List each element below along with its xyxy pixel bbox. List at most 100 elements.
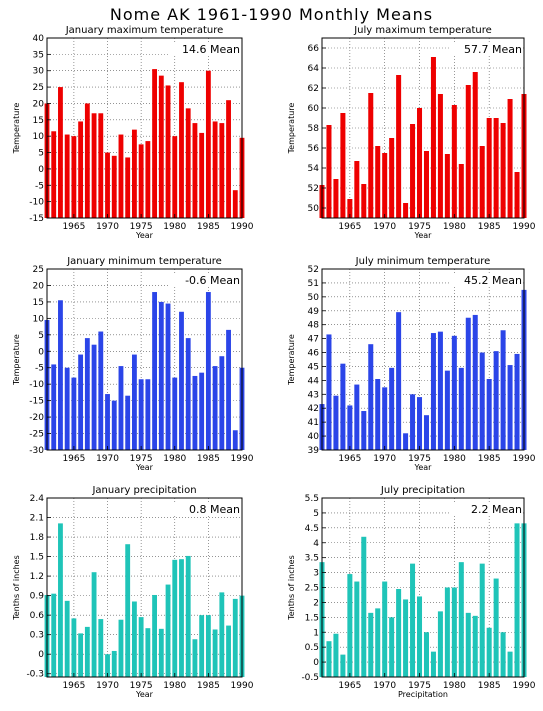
chart-bar [199,372,205,450]
chart-bar [396,312,402,450]
mean-label: 0.8 Mean [189,503,240,516]
chart-bar [138,379,144,450]
chart-bar [212,121,218,218]
plot-frame [46,37,243,219]
y-tick-label: 52 [308,184,319,194]
chart-bar [389,138,395,218]
x-tick-label: 1975 [408,222,431,232]
chart-bar [232,190,238,218]
y-tick-label: 30 [33,67,45,77]
y-tick-label: 2 [313,598,319,608]
chart-bar [111,650,117,677]
chart-bar [78,633,84,677]
chart-bar [410,563,416,677]
y-tick-label: -5 [35,364,44,374]
chart-bar [465,85,471,218]
chart-bar [430,57,436,218]
chart-bar [78,354,84,450]
mean-label-bg [168,42,240,56]
x-tick-label: 1985 [197,681,220,691]
x-tick-label: 1970 [373,681,396,691]
y-tick-label: 0 [38,347,44,357]
y-tick-label: 4 [313,539,319,549]
y-tick-label: 25 [33,265,44,275]
mean-label: -0.6 Mean [185,274,240,287]
chart-bar [199,615,205,677]
chart-bar [219,356,225,450]
y-tick-label: 44 [308,376,320,386]
chart-bar [98,113,104,218]
chart-bar [185,108,191,218]
chart-bar [423,415,429,450]
chart-bar [158,628,164,677]
y-tick-label: 41 [308,418,319,428]
chart-bar [118,619,124,677]
chart-title: January maximum temperature [65,25,224,36]
chart-bar [382,581,388,677]
y-tick-label: 20 [33,99,45,109]
y-tick-label: 20 [33,281,45,291]
chart-bar [232,598,238,677]
chart-bar [118,366,124,450]
chart-bar [458,562,464,677]
chart-bar [340,113,346,218]
chart-bar [219,592,225,677]
y-axis-label: Temperature [287,334,296,386]
x-tick-label: 1965 [62,454,85,464]
x-tick-label: 1990 [231,222,254,232]
y-tick-label: 1.5 [305,613,319,623]
chart-bar [396,75,402,218]
chart-bar [78,121,84,218]
y-tick-label: 47 [308,335,319,345]
y-tick-label: 40 [33,34,45,44]
chart-bar [430,333,436,450]
mean-label: 57.7 Mean [464,43,522,56]
chart-bar [486,378,492,450]
x-tick-label: 1965 [338,222,361,232]
chart-bar [91,113,97,218]
chart-bar [493,351,499,450]
chart-bar [111,155,117,218]
y-tick-label: 40 [308,432,320,442]
chart-bar [152,69,158,218]
chart-title: July maximum temperature [353,25,492,36]
chart-bar [111,400,117,450]
chart-bar [444,370,450,450]
x-axis-label: Year [414,463,433,472]
chart-bar [71,136,77,218]
chart-bar [205,292,211,450]
x-tick-label: 1970 [96,454,119,464]
chart-bar [192,123,198,218]
chart-bar [465,612,471,677]
chart-bar [105,152,110,218]
chart-bar [444,587,450,677]
chart-bar [451,335,457,450]
chart-bar [361,411,367,450]
chart-bar [51,593,57,677]
chart-bar [410,394,416,450]
chart-bar [507,99,513,218]
chart-bar [64,600,70,677]
y-axis-label: Temperature [12,334,21,386]
chart-bar [340,363,346,450]
chart-bar [493,578,499,677]
y-tick-label: 0.9 [30,592,45,602]
mean-label: 2.2 Mean [471,503,522,516]
y-tick-label: 50 [308,204,320,214]
y-tick-label: 51 [308,279,319,289]
y-tick-label: 0 [38,165,44,175]
chart-bar [500,123,506,218]
chart-bar [333,633,339,677]
mean-label-bg [168,273,240,287]
x-tick-label: 1990 [513,454,536,464]
x-tick-label: 1980 [443,681,466,691]
mean-label: 14.6 Mean [182,43,240,56]
chart-bar [125,395,131,450]
chart-bar [131,129,137,218]
chart-bar [326,334,332,450]
chart-bar [145,628,151,677]
y-tick-label: 10 [33,132,45,142]
plot-frame [46,497,243,678]
